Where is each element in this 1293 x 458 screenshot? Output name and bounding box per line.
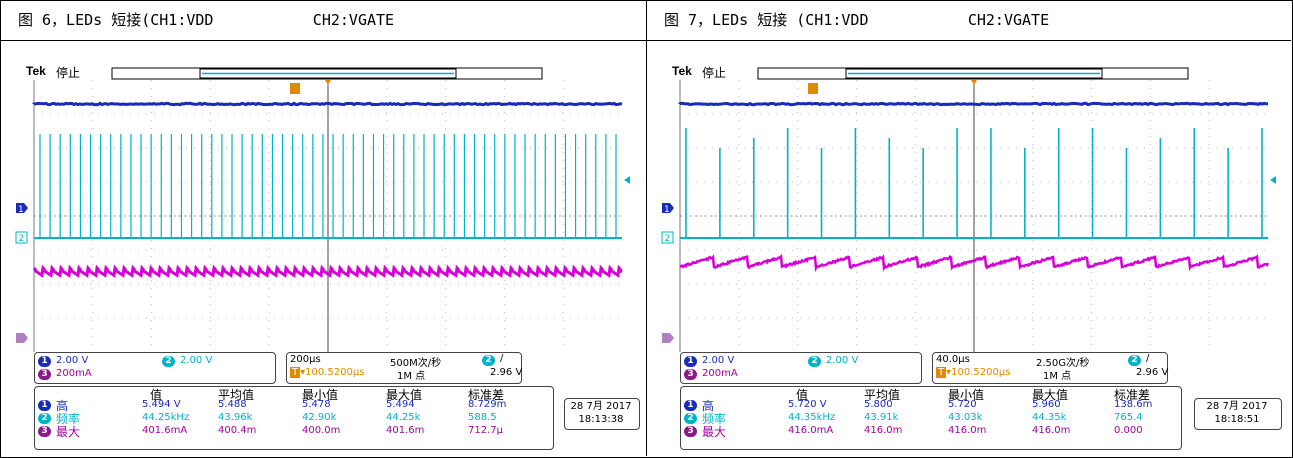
ch3-ground-marker xyxy=(662,333,674,343)
ch2-badge: 2 xyxy=(162,356,175,367)
meas-row3-label: 最大 xyxy=(56,423,80,440)
timebase: 40.0μs xyxy=(936,354,970,365)
trigger-source-badge: 2 xyxy=(482,355,495,366)
ch3-badge: 3 xyxy=(684,369,697,380)
trigger-T-marker xyxy=(808,83,818,94)
timebase: 200μs xyxy=(290,354,321,365)
meas-row3-v4: 0.000 xyxy=(1114,425,1143,436)
meas-row1-v2: 5.478 xyxy=(302,399,331,410)
ch1-scale: 2.00 V xyxy=(56,355,88,366)
trigger-marker: T xyxy=(290,367,300,378)
ch1-waveform xyxy=(34,103,622,104)
ch3-ground-marker xyxy=(16,333,28,343)
ch2-scale: 2.00 V xyxy=(826,355,858,366)
meas-row2-v2: 42.90k xyxy=(302,412,336,423)
ch2-ground-label: 2 xyxy=(665,234,671,244)
trigger-slope: / xyxy=(500,353,503,364)
meas-row2-v3: 44.25k xyxy=(386,412,420,423)
caption-figure-7: 图 7，LEDs 短接 (CH1:VDD CH2:VGATE xyxy=(664,0,1049,40)
trigger-source-badge: 2 xyxy=(1128,355,1141,366)
meas-row2-v0: 44.25kHz xyxy=(142,412,189,423)
meas-row1-badge: 1 xyxy=(38,400,51,411)
trigger-level: 2.96 V xyxy=(490,367,522,378)
tek-logo: Tek xyxy=(672,64,692,78)
meas-row3-label: 最大 xyxy=(702,423,726,440)
meas-row2-badge: 2 xyxy=(38,413,51,424)
tek-logo: Tek xyxy=(26,64,46,78)
trigger-position-marker xyxy=(971,80,977,85)
trigger-level-marker xyxy=(1270,176,1276,184)
scope-panel-2: 1 2 Tek 停止 1 2.00 V 2 2.00 V 3 200mA 40.0… xyxy=(658,62,1286,450)
ch3-scale: 200mA xyxy=(702,368,738,379)
record-length: 1M 点 xyxy=(397,367,425,382)
meas-row3-v0: 401.6mA xyxy=(142,425,187,436)
meas-row1-v2: 5.720 xyxy=(948,399,977,410)
trigger-slope: / xyxy=(1146,353,1149,364)
timestamp-date: 28 7月 2017 xyxy=(564,400,638,413)
meas-row1-v3: 5.494 xyxy=(386,399,415,410)
trigger-position-marker xyxy=(325,80,331,85)
meas-row1-v0: 5.720 V xyxy=(788,399,827,410)
measurement-box xyxy=(680,386,1182,450)
meas-row3-v0: 416.0mA xyxy=(788,425,833,436)
timestamp-date: 28 7月 2017 xyxy=(1194,400,1280,413)
meas-row1-v1: 5.488 xyxy=(218,399,247,410)
meas-row1-v0: 5.494 V xyxy=(142,399,181,410)
acquisition-status: 停止 xyxy=(56,64,80,81)
ch1-scale: 2.00 V xyxy=(702,355,734,366)
meas-row3-v3: 416.0m xyxy=(1032,425,1070,436)
ch1-badge: 1 xyxy=(38,356,51,367)
meas-row2-badge: 2 xyxy=(684,413,697,424)
meas-row2-v1: 43.91k xyxy=(864,412,898,423)
caption-figure-6: 图 6，LEDs 短接(CH1:VDD CH2:VGATE xyxy=(18,0,394,40)
meas-row2-v4: 588.5 xyxy=(468,412,497,423)
meas-row3-v4: 712.7μ xyxy=(468,425,503,436)
meas-row3-badge: 3 xyxy=(38,426,51,437)
ch3-badge: 3 xyxy=(38,369,51,380)
ch3-scale: 200mA xyxy=(56,368,92,379)
meas-row3-v2: 416.0m xyxy=(948,425,986,436)
ch1-waveform xyxy=(680,103,1268,104)
trigger-delay: ▾100.5200μs xyxy=(300,367,364,378)
meas-row1-v4: 8.729m xyxy=(468,399,506,410)
meas-row2-v1: 43.96k xyxy=(218,412,252,423)
meas-row3-v2: 400.0m xyxy=(302,425,340,436)
meas-row2-v0: 44.35kHz xyxy=(788,412,835,423)
header-divider xyxy=(0,40,1291,41)
meas-row2-v4: 765.4 xyxy=(1114,412,1143,423)
scope-panel-1: 1 2 Tek 停止 1 2.00 V 2 2.00 V 3 200mA 200μ… xyxy=(12,62,640,450)
meas-row3-v1: 416.0m xyxy=(864,425,902,436)
ch2-ground-label: 2 xyxy=(19,234,25,244)
meas-row3-v3: 401.6m xyxy=(386,425,424,436)
trigger-delay: ▾100.5200μs xyxy=(946,367,1010,378)
column-divider xyxy=(646,0,647,456)
timestamp-time: 18:18:51 xyxy=(1194,413,1280,426)
meas-row1-v1: 5.800 xyxy=(864,399,893,410)
ch1-badge: 1 xyxy=(684,356,697,367)
meas-row2-v2: 43.03k xyxy=(948,412,982,423)
meas-row1-badge: 1 xyxy=(684,400,697,411)
meas-row3-v1: 400.4m xyxy=(218,425,256,436)
meas-row1-v4: 138.6m xyxy=(1114,399,1152,410)
timestamp-time: 18:13:38 xyxy=(564,413,638,426)
ch2-badge: 2 xyxy=(808,356,821,367)
meas-row2-v3: 44.35k xyxy=(1032,412,1066,423)
ch1-ground-label: 1 xyxy=(18,205,24,215)
trigger-T-marker xyxy=(290,83,300,94)
ch2-scale: 2.00 V xyxy=(180,355,212,366)
ch1-ground-label: 1 xyxy=(664,205,670,215)
acquisition-status: 停止 xyxy=(702,64,726,81)
trigger-level: 2.96 V xyxy=(1136,367,1168,378)
trigger-marker: T xyxy=(936,367,946,378)
meas-row1-v3: 5.960 xyxy=(1032,399,1061,410)
record-length: 1M 点 xyxy=(1043,367,1071,382)
trigger-level-marker xyxy=(624,176,630,184)
meas-row3-badge: 3 xyxy=(684,426,697,437)
